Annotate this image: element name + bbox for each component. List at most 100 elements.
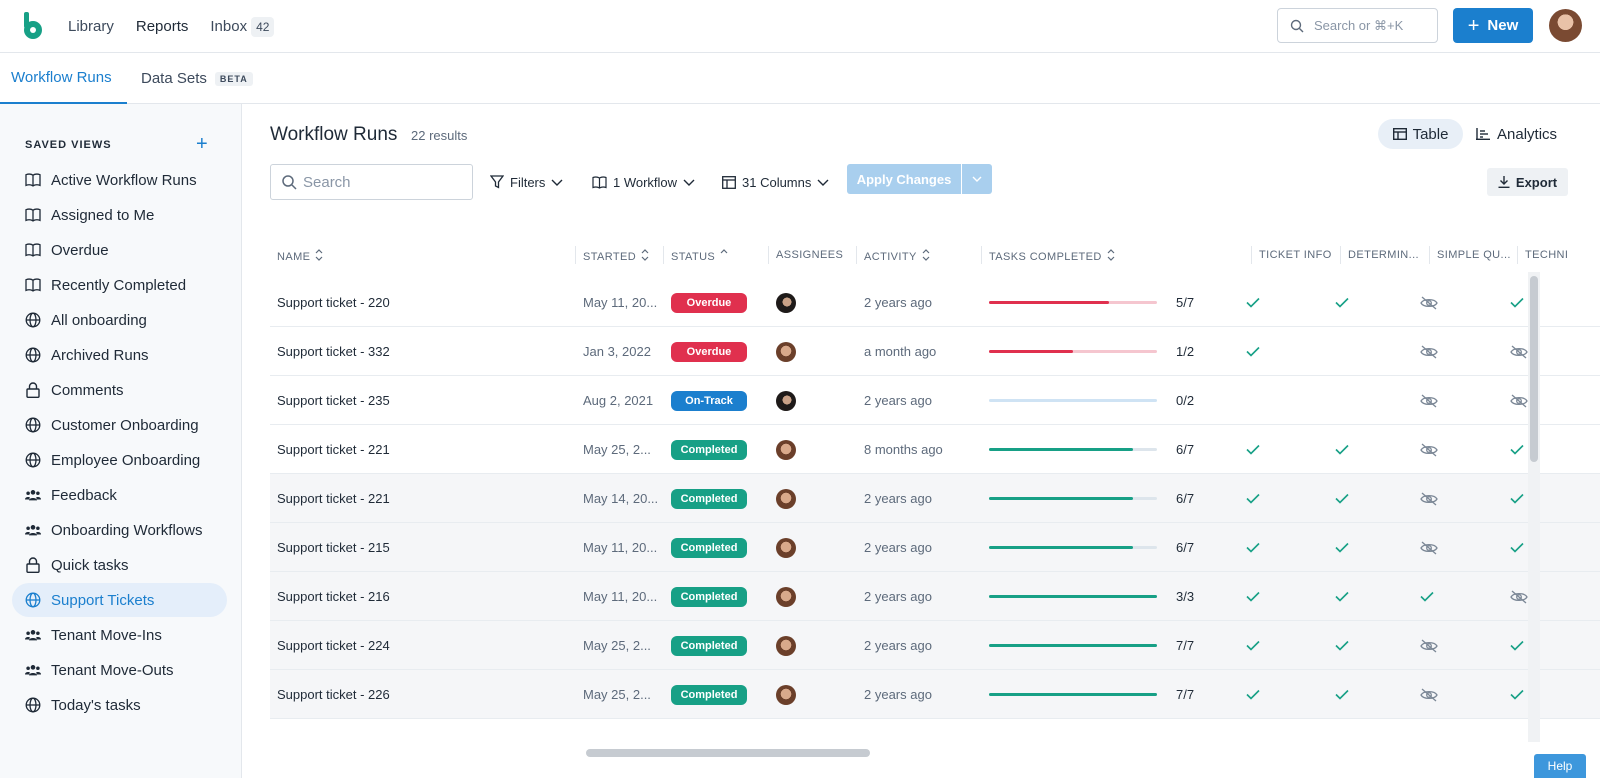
run-name-cell[interactable]: Support ticket - 235	[277, 393, 390, 408]
run-name-cell[interactable]: Support ticket - 220	[277, 295, 390, 310]
col-divider[interactable]	[575, 246, 576, 264]
table-row[interactable]: Support ticket - 332 Jan 3, 2022 Overdue a …	[270, 327, 1600, 376]
table-row[interactable]: Support ticket - 235 Aug 2, 2021 On-Track 2…	[270, 376, 1600, 425]
run-name-cell[interactable]: Support ticket - 216	[277, 589, 390, 604]
assignee-avatar[interactable]	[776, 488, 796, 509]
logo-icon[interactable]	[22, 12, 44, 40]
tab-data-sets[interactable]: Data Sets BETA	[141, 53, 253, 104]
col-divider[interactable]	[981, 246, 982, 264]
run-name-cell[interactable]: Support ticket - 221	[277, 491, 390, 506]
status-cell: Completed	[671, 670, 747, 719]
table-row[interactable]: Support ticket - 224 May 25, 2... Complete…	[270, 621, 1600, 670]
assignee-avatar[interactable]	[776, 439, 796, 460]
assignee-avatar[interactable]	[776, 537, 796, 558]
progress-fill	[989, 497, 1133, 500]
nav-reports[interactable]: Reports	[135, 18, 189, 35]
sidebar-item[interactable]: All onboarding	[12, 303, 227, 337]
run-name-cell[interactable]: Support ticket - 215	[277, 540, 390, 555]
table-view-button[interactable]: Table	[1378, 119, 1463, 149]
apply-changes-button[interactable]: Apply Changes	[847, 164, 961, 194]
help-button[interactable]: Help	[1534, 754, 1586, 778]
sidebar-item[interactable]: Feedback	[12, 478, 227, 512]
col-divider[interactable]	[1517, 246, 1518, 264]
filters-button[interactable]: Filters	[490, 166, 563, 198]
col-divider[interactable]	[1251, 246, 1252, 264]
sidebar-item-label: Onboarding Workflows	[51, 521, 203, 539]
sidebar-item[interactable]: Recently Completed	[12, 268, 227, 302]
progress-cell	[989, 670, 1161, 719]
started-cell: Jan 3, 2022	[583, 344, 651, 359]
col-header-status[interactable]: STATUS	[671, 249, 728, 264]
col-header-name[interactable]: NAME	[277, 249, 323, 264]
col-header-ticket-info[interactable]: TICKET INFO	[1259, 249, 1332, 261]
col-divider[interactable]	[1429, 246, 1430, 264]
run-name-cell[interactable]: Support ticket - 332	[277, 344, 390, 359]
table-row[interactable]: Support ticket - 216 May 11, 20... Complet…	[270, 572, 1600, 621]
assignee-avatar[interactable]	[776, 390, 796, 411]
col-divider[interactable]	[768, 246, 769, 264]
table-row[interactable]: Support ticket - 220 May 11, 20... Overdue…	[270, 278, 1600, 327]
col-divider[interactable]	[1340, 246, 1341, 264]
run-name-cell[interactable]: Support ticket - 226	[277, 687, 390, 702]
col-header-determin[interactable]: DETERMIN...	[1348, 249, 1420, 261]
sidebar-item[interactable]: Comments	[12, 373, 227, 407]
horizontal-scrollbar[interactable]	[586, 749, 870, 757]
col-header-started[interactable]: STARTED	[583, 249, 649, 264]
apply-options-button[interactable]	[962, 164, 992, 194]
progress-track	[989, 399, 1157, 402]
assignee-avatar[interactable]	[776, 684, 796, 705]
col-header-techni[interactable]: TECHNI	[1525, 249, 1569, 261]
col-header-assignees[interactable]: ASSIGNEES	[776, 249, 844, 261]
workflow-filter-button[interactable]: 1 Workflow	[592, 166, 695, 198]
sidebar-item[interactable]: Archived Runs	[12, 338, 227, 372]
sidebar-item[interactable]: Assigned to Me	[12, 198, 227, 232]
table-row[interactable]: Support ticket - 215 May 11, 20... Complet…	[270, 523, 1600, 572]
analytics-view-button[interactable]: Analytics	[1476, 119, 1557, 149]
sidebar-item-label: Today's tasks	[51, 696, 141, 714]
new-button[interactable]: + New	[1453, 8, 1533, 43]
table-row[interactable]: Support ticket - 226 May 25, 2... Complete…	[270, 670, 1600, 719]
sidebar-item[interactable]: Tenant Move-Ins	[12, 618, 227, 652]
col-header-simple[interactable]: SIMPLE QU...	[1437, 249, 1511, 261]
sidebar-item[interactable]: Today's tasks	[12, 688, 227, 722]
sidebar-item[interactable]: Support Tickets	[12, 583, 227, 617]
columns-button[interactable]: 31 Columns	[722, 166, 829, 198]
tasks-count: 6/7	[1176, 442, 1195, 457]
col-header-activity[interactable]: ACTIVITY	[864, 249, 930, 264]
nav-inbox[interactable]: Inbox 42	[210, 16, 275, 37]
assignee-avatar[interactable]	[776, 292, 796, 313]
sidebar-item[interactable]: Active Workflow Runs	[12, 163, 227, 197]
table-row[interactable]: Support ticket - 221 May 14, 20... Complet…	[270, 474, 1600, 523]
sidebar-item[interactable]: Employee Onboarding	[12, 443, 227, 477]
sidebar-item[interactable]: Overdue	[12, 233, 227, 267]
add-view-button[interactable]: +	[196, 133, 208, 155]
nav-library[interactable]: Library	[68, 18, 114, 35]
assignee-avatar[interactable]	[776, 341, 796, 362]
user-avatar[interactable]	[1549, 9, 1582, 42]
col-divider[interactable]	[856, 246, 857, 264]
tasks-count: 6/7	[1176, 491, 1195, 506]
assignee-avatar[interactable]	[776, 635, 796, 656]
export-button[interactable]: Export	[1487, 168, 1568, 196]
sidebar-item[interactable]: Customer Onboarding	[12, 408, 227, 442]
run-name-cell[interactable]: Support ticket - 221	[277, 442, 390, 457]
sidebar-item[interactable]: Quick tasks	[12, 548, 227, 582]
sidebar-item[interactable]: Tenant Move-Outs	[12, 653, 227, 687]
eye-off-icon	[1420, 670, 1438, 719]
columns-icon	[722, 175, 736, 189]
table-row[interactable]: Support ticket - 221 May 25, 2... Complete…	[270, 425, 1600, 474]
status-badge: Completed	[671, 488, 747, 509]
tab-workflow-runs[interactable]: Workflow Runs	[0, 53, 127, 104]
col-divider[interactable]	[663, 246, 664, 264]
progress-fill	[989, 448, 1133, 451]
sidebar-item[interactable]: Onboarding Workflows	[12, 513, 227, 547]
activity-cell: 2 years ago	[864, 393, 932, 408]
run-name-cell[interactable]: Support ticket - 224	[277, 638, 390, 653]
global-search-input[interactable]: Search or ⌘+K	[1277, 8, 1438, 43]
assignee-avatar[interactable]	[776, 586, 796, 607]
table-search-input[interactable]: Search	[270, 164, 473, 200]
chevron-down-icon	[551, 175, 563, 190]
status-cell: Completed	[671, 572, 747, 621]
vertical-scrollbar[interactable]	[1530, 276, 1538, 462]
col-header-tasks-completed[interactable]: TASKS COMPLETED	[989, 249, 1115, 264]
